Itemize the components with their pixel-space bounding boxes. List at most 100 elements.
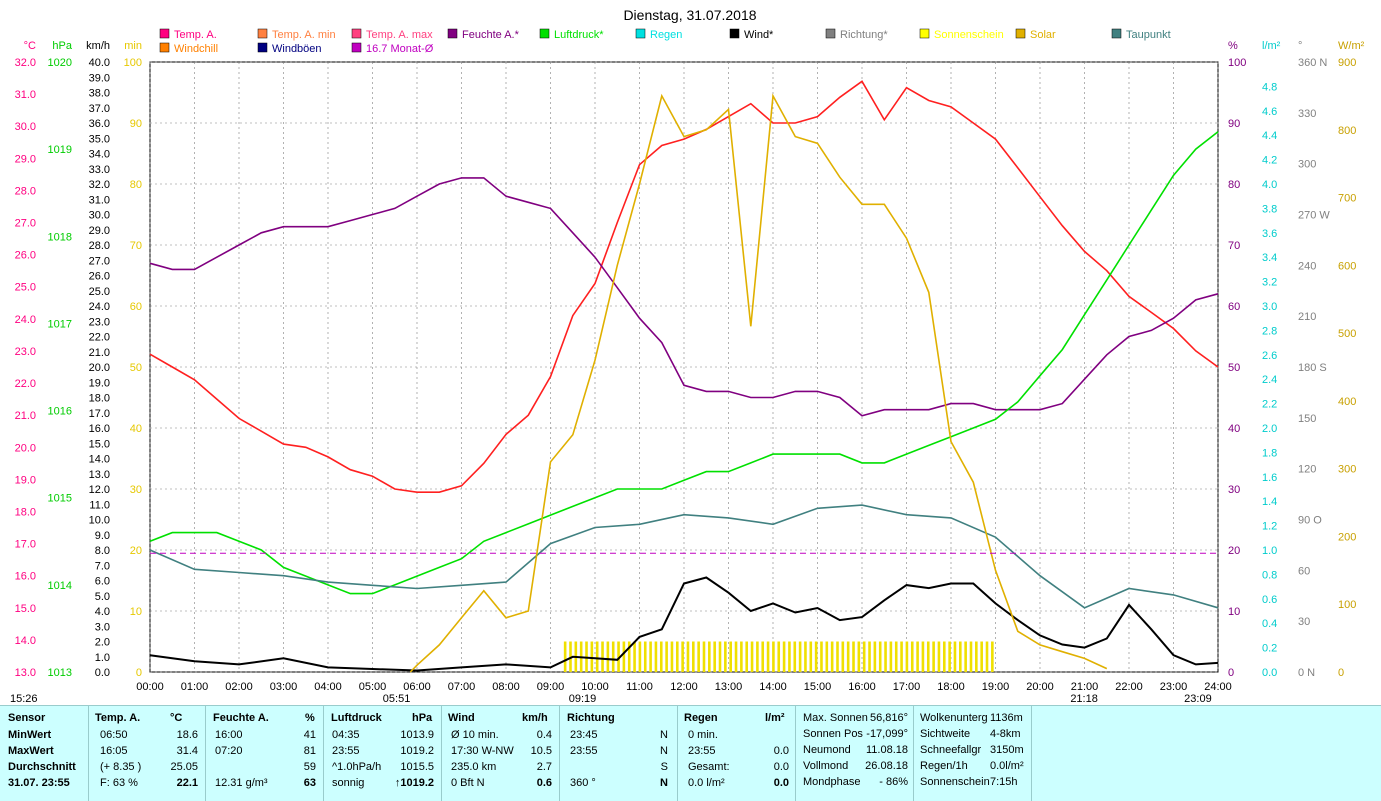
x-tick-label: 20:00 — [1026, 681, 1054, 693]
sunshine-bar — [675, 641, 679, 672]
rain-tick: 4.4 — [1262, 130, 1277, 142]
temp-tick: 21.0 — [15, 410, 36, 422]
dir-time: 360 ° — [570, 777, 596, 789]
minutes-tick: 70 — [130, 240, 142, 252]
wind-tick: 21.0 — [89, 347, 110, 359]
direction-tick: 300 — [1298, 159, 1316, 171]
temp-tick: 22.0 — [15, 378, 36, 390]
wind-tick: 2.0 — [95, 637, 110, 649]
sunshine-bar — [622, 641, 626, 672]
sunshine-bar — [777, 641, 781, 672]
wind-tick: 20.0 — [89, 362, 110, 374]
direction-tick: 270 W — [1298, 210, 1330, 222]
direction-tick: 240 — [1298, 260, 1316, 272]
x-tick-label: 18:00 — [937, 681, 965, 693]
legend-swatch — [1111, 28, 1122, 39]
sunshine-bar — [638, 641, 642, 672]
sunshine-bar — [884, 641, 887, 672]
wind-tick: 8.0 — [95, 545, 110, 557]
rain-tick: 1.0 — [1262, 545, 1277, 557]
header-hum-unit: % — [305, 712, 315, 724]
temp-time: 16:05 — [100, 745, 128, 757]
wind-value: 0.4 — [536, 729, 552, 741]
sunshine-bar — [985, 641, 989, 672]
x-tick-label: 02:00 — [225, 681, 253, 693]
header-sensor: Sensor — [8, 712, 46, 724]
wind-tick: 39.0 — [89, 72, 110, 84]
wind-tick: 31.0 — [89, 194, 110, 206]
x-tick-label: 08:00 — [492, 681, 520, 693]
sunshine-bar — [692, 641, 695, 672]
sunrise-label: 05:51 — [383, 693, 411, 705]
sunshine-bar — [959, 641, 962, 672]
wind-tick: 13.0 — [89, 469, 110, 481]
x-tick-label: 19:00 — [982, 681, 1010, 693]
direction-tick: 150 — [1298, 413, 1316, 425]
sunshine-bar — [793, 641, 797, 672]
legend-swatch — [257, 28, 268, 39]
sunshine-bar — [857, 641, 861, 672]
wind-tick: 40.0 — [89, 57, 110, 69]
sunshine-bar — [953, 641, 957, 672]
row-label: MaxWert — [8, 745, 54, 757]
wind-text: 17:30 W-NW — [451, 745, 514, 757]
x-tick-label: 23:00 — [1160, 681, 1188, 693]
temp-value: 25.05 — [170, 761, 198, 773]
sunshine-bar — [937, 641, 941, 672]
rain-tick: 2.2 — [1262, 399, 1277, 411]
astro-value: -17,099° — [866, 728, 908, 740]
rain-tick: 2.0 — [1262, 423, 1277, 435]
sunshine-bar — [611, 641, 615, 672]
misc-value: 7:15h — [990, 776, 1018, 788]
temp-tick: 26.0 — [15, 250, 36, 262]
sunshine-bar — [670, 641, 674, 672]
x-tick-label: 16:00 — [848, 681, 876, 693]
x-tick-label: 21:00 — [1071, 681, 1099, 693]
rain-tick: 3.2 — [1262, 277, 1277, 289]
rain-tick: 1.6 — [1262, 472, 1277, 484]
x-tick-label: 09:00 — [537, 681, 565, 693]
wind-tick: 7.0 — [95, 560, 110, 572]
pressure-tick: 1013 — [48, 667, 72, 679]
rain-tick: 1.8 — [1262, 447, 1277, 459]
press-value: 1013.9 — [400, 729, 434, 741]
wind-text: 0 Bft N — [451, 777, 485, 789]
sunshine-bar — [798, 641, 802, 672]
hum-value: 41 — [303, 729, 316, 741]
dir-value: S — [660, 761, 668, 773]
sunshine-bar — [932, 641, 935, 672]
hum-value: 63 — [303, 777, 316, 789]
misc-value: 4-8km — [990, 728, 1021, 740]
legend-label: Windböen — [272, 43, 322, 55]
sunshine-bar — [756, 641, 759, 672]
wind-tick: 32.0 — [89, 179, 110, 191]
rain-tick: 3.8 — [1262, 203, 1277, 215]
direction-tick: 180 S — [1298, 362, 1327, 374]
rain-tick: 1.2 — [1262, 521, 1277, 533]
hum-value: 81 — [303, 745, 316, 757]
temp-tick: 32.0 — [15, 57, 36, 69]
series-line-feuchte-a- — [149, 177, 1219, 417]
dir-value: N — [660, 777, 668, 789]
temp-tick: 28.0 — [15, 185, 36, 197]
wind-tick: 37.0 — [89, 103, 110, 115]
chart-title: Dienstag, 31.07.2018 — [623, 7, 756, 23]
temp-tick: 19.0 — [15, 474, 36, 486]
humidity-tick-unit: % — [1228, 40, 1238, 52]
grid — [149, 61, 1219, 673]
legend-label: Wind* — [744, 29, 774, 41]
sunshine-bar — [718, 641, 722, 672]
astro-key: Max. Sonnen — [803, 712, 868, 724]
row-label: Durchschnitt — [8, 761, 76, 773]
direction-tick: 60 — [1298, 565, 1310, 577]
humidity-tick: 100 — [1228, 57, 1246, 69]
wind-value: 2.7 — [536, 761, 552, 773]
sunshine-bar — [830, 641, 834, 672]
wind-tick: 25.0 — [89, 286, 110, 298]
legend-label: Temp. A. max — [366, 29, 433, 41]
legend-label: Temp. A. min — [272, 29, 336, 41]
wind-tick: 23.0 — [89, 316, 110, 328]
legend-swatch — [825, 28, 836, 39]
sunshine-bar — [713, 641, 716, 672]
sunshine-bar — [948, 641, 951, 672]
